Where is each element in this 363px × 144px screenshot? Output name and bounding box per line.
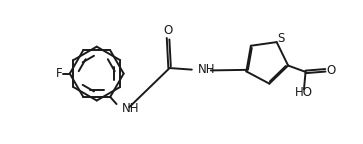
Text: S: S xyxy=(277,32,284,46)
Text: HO: HO xyxy=(295,86,313,99)
Text: O: O xyxy=(326,64,335,77)
Text: O: O xyxy=(163,24,173,37)
Text: F: F xyxy=(56,67,62,80)
Text: NH: NH xyxy=(198,63,216,76)
Text: NH: NH xyxy=(122,102,140,114)
